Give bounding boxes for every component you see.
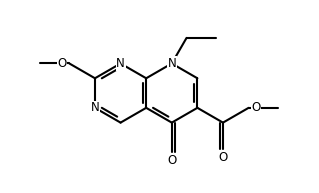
Text: O: O: [57, 57, 66, 70]
Text: O: O: [252, 101, 261, 114]
Text: O: O: [219, 151, 228, 164]
Text: N: N: [91, 101, 99, 114]
Text: N: N: [116, 57, 125, 70]
Text: O: O: [167, 154, 176, 167]
Text: N: N: [167, 57, 176, 70]
